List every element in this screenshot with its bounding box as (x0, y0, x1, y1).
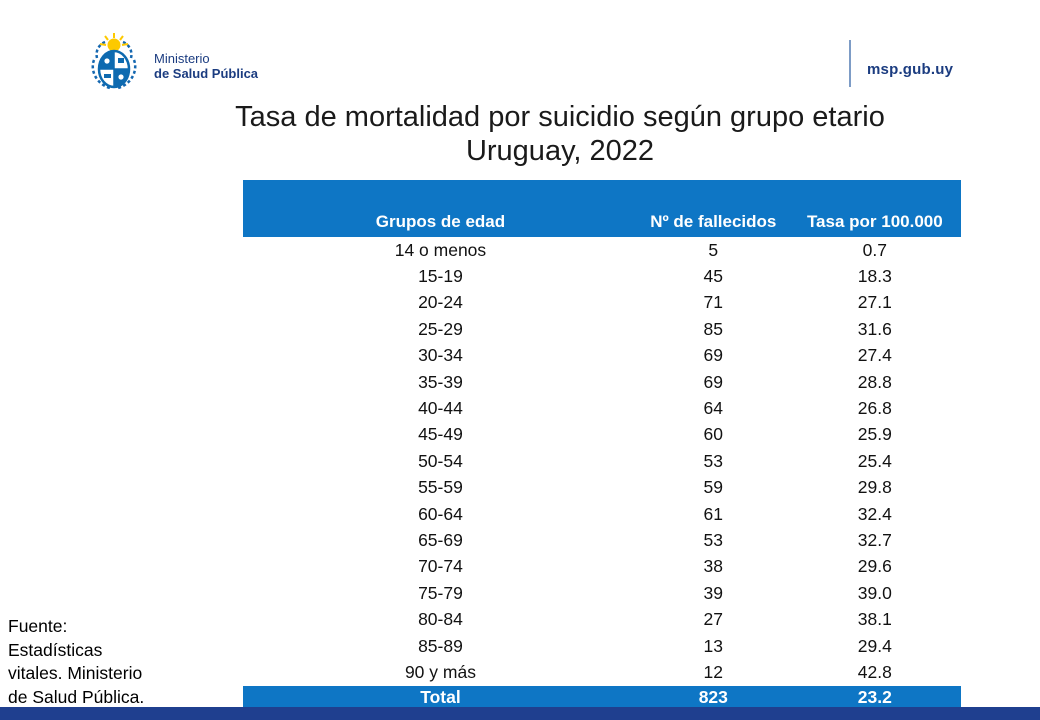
table-row: 45-49 60 25.9 (243, 421, 961, 449)
table-cell: 45-49 (243, 421, 638, 449)
table-cell: 32.4 (788, 500, 961, 528)
table-cell: 60-64 (243, 500, 638, 528)
table-cell: 50-54 (243, 448, 638, 475)
table-cell: 25.4 (788, 448, 961, 475)
table-cell: 29.8 (788, 474, 961, 501)
table-cell: 61 (637, 500, 789, 528)
table-cell: 0.7 (788, 237, 961, 264)
table-row: 14 o menos 5 0.7 (243, 237, 961, 264)
table-cell: 65-69 (243, 527, 638, 554)
total-deaths: 823 (637, 685, 789, 710)
vertical-divider (849, 40, 851, 87)
table-cell: 69 (637, 342, 789, 369)
table-cell: 20-24 (243, 289, 638, 317)
ministry-name: Ministerio de Salud Pública (154, 45, 258, 81)
source-line: Estadísticas (8, 639, 103, 660)
table-cell: 35-39 (243, 368, 638, 396)
table-row: 70-74 38 29.6 (243, 553, 961, 581)
source-note: Fuente: Estadísticas vitales. Ministerio… (8, 615, 144, 709)
table-row: 85-89 13 29.4 (243, 632, 961, 660)
table-row: 15-19 45 18.3 (243, 263, 961, 290)
table-cell: 25-29 (243, 316, 638, 343)
table-row: 40-44 64 26.8 (243, 395, 961, 422)
ministry-brand: Ministerio de Salud Pública (84, 32, 258, 94)
table-cell: 38 (637, 553, 789, 581)
table-cell: 18.3 (788, 263, 961, 290)
table-cell: 71 (637, 289, 789, 317)
source-line: de Salud Pública. (8, 686, 145, 707)
table-cell: 28.8 (788, 368, 961, 396)
table-cell: 15-19 (243, 263, 638, 290)
table-cell: 40-44 (243, 395, 638, 422)
source-line: Fuente: (8, 616, 68, 636)
table-row: 65-69 53 32.7 (243, 527, 961, 554)
table-cell: 85-89 (243, 632, 638, 660)
mortality-table: Grupos de edad Nº de fallecidos Tasa por… (243, 180, 961, 710)
table-cell: 53 (637, 448, 789, 475)
table-cell: 55-59 (243, 474, 638, 501)
table-row: 55-59 59 29.8 (243, 474, 961, 501)
table-cell: 75-79 (243, 580, 638, 607)
total-label: Total (243, 685, 638, 710)
table-row: 90 y más 12 42.8 (243, 659, 961, 686)
slide-title-line1: Tasa de mortalidad por suicidio según gr… (235, 101, 885, 133)
uruguay-coat-of-arms-icon (91, 33, 137, 90)
ministry-name-line2: de Salud Pública (154, 66, 259, 81)
table-header-row: Grupos de edad Nº de fallecidos Tasa por… (243, 180, 961, 237)
table-cell: 70-74 (243, 553, 638, 581)
table-cell: 60 (637, 421, 789, 449)
table-cell: 27 (637, 606, 789, 633)
table-cell: 80-84 (243, 606, 638, 633)
footer-bar (0, 707, 1040, 720)
column-header-deaths: Nº de fallecidos (637, 180, 789, 237)
table-total-row: Total 823 23.2 (243, 685, 961, 710)
table-cell: 27.4 (788, 342, 961, 369)
table-cell: 13 (637, 632, 789, 660)
table-cell: 30-34 (243, 342, 638, 369)
ministry-name-line1: Ministerio (154, 51, 210, 66)
table-cell: 29.4 (788, 632, 961, 660)
table-cell: 25.9 (788, 421, 961, 449)
table-row: 25-29 85 31.6 (243, 316, 961, 343)
table-cell: 85 (637, 316, 789, 343)
table-row: 35-39 69 28.8 (243, 368, 961, 396)
table-cell: 5 (637, 237, 789, 264)
mortality-table-container: Grupos de edad Nº de fallecidos Tasa por… (243, 180, 961, 710)
table-cell: 27.1 (788, 289, 961, 317)
table-row: 50-54 53 25.4 (243, 448, 961, 475)
table-row: 80-84 27 38.1 (243, 606, 961, 633)
table-cell: 39 (637, 580, 789, 607)
table-cell: 32.7 (788, 527, 961, 554)
slide-title: Tasa de mortalidad por suicidio según gr… (90, 100, 1030, 168)
slide-title-line2: Uruguay, 2022 (465, 135, 655, 167)
column-header-rate: Tasa por 100.000 (788, 180, 961, 237)
table-row: 30-34 69 27.4 (243, 342, 961, 369)
table-cell: 69 (637, 368, 789, 396)
table-cell: 53 (637, 527, 789, 554)
table-row: 20-24 71 27.1 (243, 289, 961, 317)
site-url-block: msp.gub.uy (849, 40, 953, 87)
total-rate: 23.2 (788, 685, 961, 710)
table-cell: 31.6 (788, 316, 961, 343)
table-cell: 90 y más (243, 659, 638, 686)
table-body: 14 o menos 5 0.7 15-19 45 18.3 20-24 71 27.1 25-2… (243, 237, 961, 686)
table-row: 60-64 61 32.4 (243, 500, 961, 528)
source-line: vitales. Ministerio (8, 663, 143, 683)
column-header-age-group: Grupos de edad (243, 180, 638, 237)
table-cell: 39.0 (788, 580, 961, 607)
table-cell: 12 (637, 659, 789, 686)
table-row: 75-79 39 39.0 (243, 580, 961, 607)
table-cell: 38.1 (788, 606, 961, 633)
table-cell: 42.8 (788, 659, 961, 686)
table-cell: 14 o menos (243, 237, 638, 264)
table-cell: 64 (637, 395, 789, 422)
table-cell: 45 (637, 263, 789, 290)
table-cell: 29.6 (788, 553, 961, 581)
table-cell: 26.8 (788, 395, 961, 422)
site-url: msp.gub.uy (867, 61, 954, 78)
table-cell: 59 (637, 474, 789, 501)
